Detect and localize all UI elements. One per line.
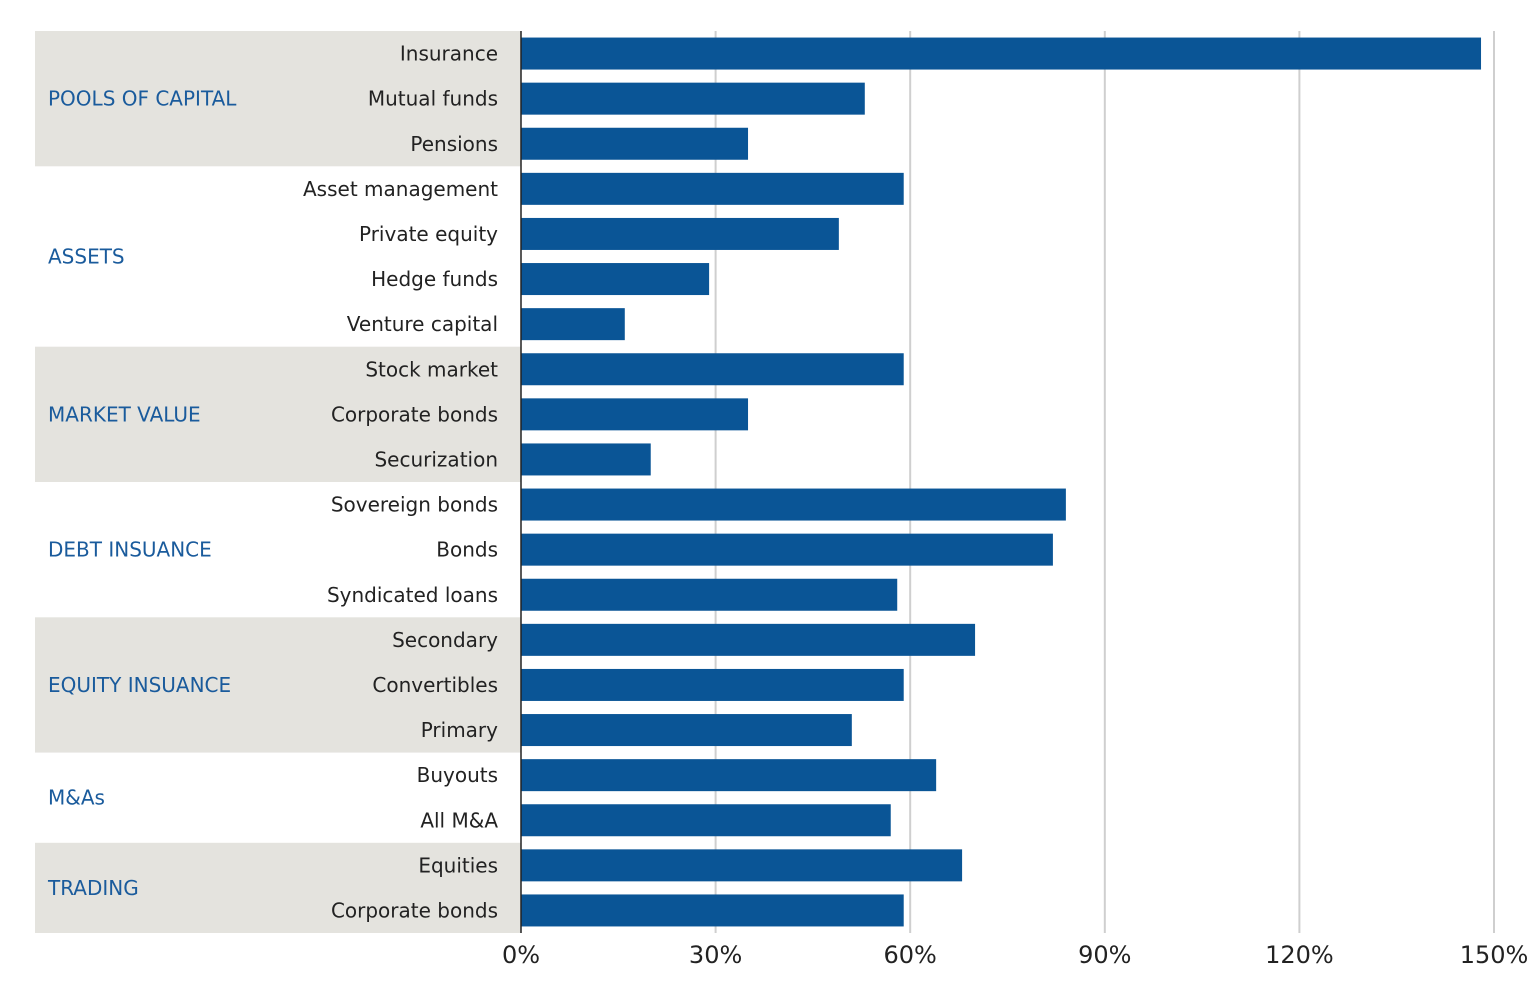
group-label: DEBT INSUANCE [48,538,212,562]
category-label: Securization [374,447,498,471]
category-label: Asset management [303,177,498,201]
group-label: POOLS OF CAPITAL [48,87,237,111]
group-band [35,617,521,753]
bar [521,443,651,476]
x-tick-label: 0% [502,941,540,969]
category-label: Syndicated loans [327,583,498,607]
bar [521,759,937,792]
group-band [35,842,521,933]
x-tick-label: 30% [689,941,742,969]
category-label: All M&A [420,808,498,832]
bar [521,398,749,431]
x-tick-label: 120% [1265,941,1334,969]
bar [521,37,1482,70]
x-tick-label: 90% [1078,941,1131,969]
bar [521,714,852,747]
x-tick-label: 150% [1460,941,1529,969]
bar [521,308,625,341]
group-label: EQUITY INSUANCE [48,673,231,697]
category-label: Bonds [436,538,498,562]
category-label: Venture capital [347,312,498,336]
group-band [35,346,521,482]
bar [521,894,904,927]
category-label: Private equity [359,222,498,246]
category-label: Mutual funds [368,87,498,111]
bar [521,578,898,611]
bar [521,533,1053,566]
bar [521,353,904,386]
bar [521,172,904,205]
x-tick-label: 60% [884,941,937,969]
category-label: Hedge funds [371,267,498,291]
bar [521,849,963,882]
group-label: M&As [48,786,105,810]
group-band [35,31,521,167]
category-label: Stock market [365,357,498,381]
bar [521,623,976,656]
category-label: Sovereign bonds [331,493,498,517]
bar [521,263,710,296]
bar [521,82,865,115]
category-label: Primary [421,718,498,742]
category-label: Equities [418,853,498,877]
group-label: ASSETS [48,245,125,269]
group-label: MARKET VALUE [48,402,201,426]
category-label: Insurance [400,42,498,66]
group-label: TRADING [47,876,139,900]
category-label: Secondary [392,628,498,652]
category-label: Pensions [410,132,498,156]
bar [521,127,749,160]
bar [521,668,904,701]
category-label: Buyouts [417,763,498,787]
category-label: Corporate bonds [331,402,498,426]
bar [521,488,1066,521]
bar [521,217,839,250]
category-label: Corporate bonds [331,898,498,922]
bar [521,804,891,837]
category-label: Convertibles [372,673,498,697]
